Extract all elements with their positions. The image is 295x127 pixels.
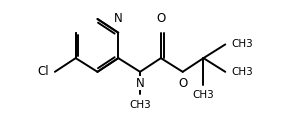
Text: CH3: CH3 <box>193 90 214 100</box>
Text: Cl: Cl <box>37 65 49 78</box>
Text: O: O <box>178 77 187 90</box>
Text: N: N <box>114 12 123 25</box>
Text: CH3: CH3 <box>231 39 253 49</box>
Text: CH3: CH3 <box>129 100 151 110</box>
Text: O: O <box>156 12 165 25</box>
Text: N: N <box>136 77 145 90</box>
Text: CH3: CH3 <box>231 67 253 77</box>
